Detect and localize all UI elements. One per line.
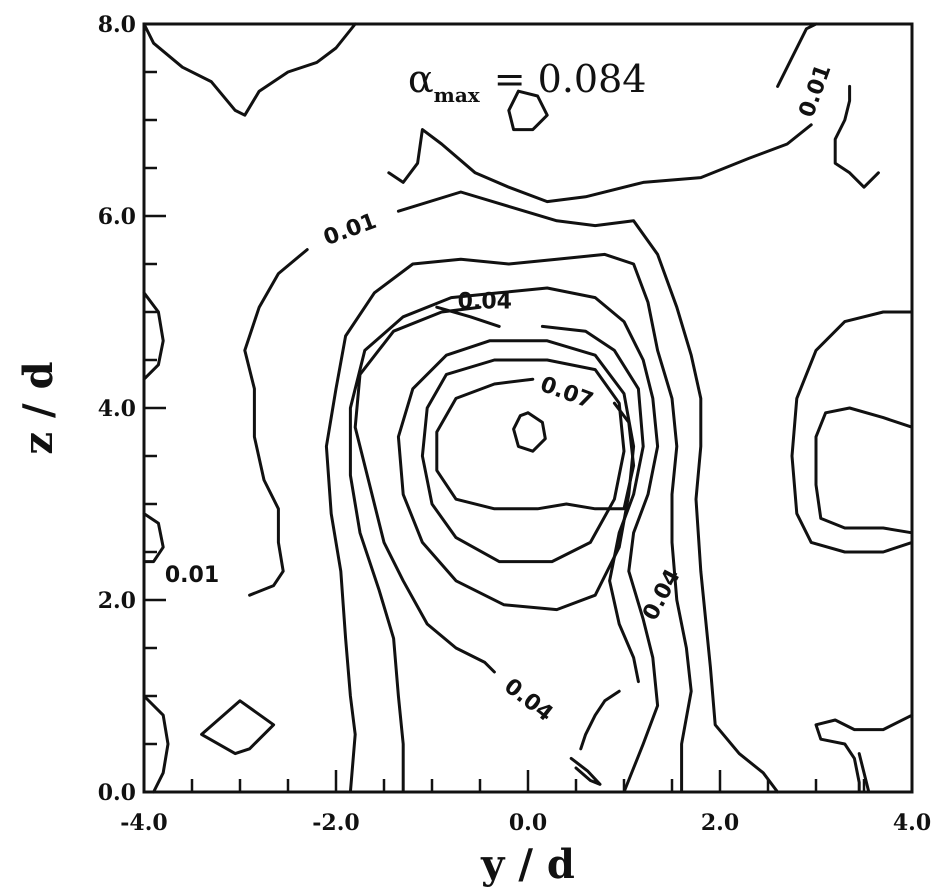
plot-frame: [142, 22, 914, 794]
contour-line-0_01-23: [814, 406, 914, 535]
tick-labels: -4.0 -2.0 0.0 2.0 4.0 0.0 2.0 4.0 6.0 8.0: [98, 12, 931, 836]
x-tick-label: 2.0: [701, 810, 739, 836]
x-tick-label: 4.0: [893, 810, 931, 836]
contour-line-0_06-14: [420, 358, 626, 564]
y-tick-label: 6.0: [98, 204, 136, 230]
contour-line-0_05-13: [396, 339, 636, 612]
y-tick-label: 2.0: [98, 588, 136, 614]
contour-label: 0.04: [499, 674, 557, 727]
contour-line-0_01-2: [387, 123, 813, 204]
x-tick-label: -2.0: [312, 810, 359, 836]
contour-line-0_01-1: [776, 22, 818, 88]
contour-label: 0.01: [795, 61, 837, 121]
contour-line-0_01-3: [833, 84, 880, 189]
contour-line-0_01-17: [507, 89, 549, 132]
contour-line-0_02-6: [324, 252, 693, 794]
contour-line-0_04-10: [353, 305, 496, 674]
contour-line-0_04-11: [579, 689, 621, 751]
y-tick-label: 8.0: [98, 12, 136, 38]
contour-label: 0.01: [165, 563, 219, 588]
contour-line-0_01-5: [396, 190, 780, 794]
contour-line-0_01-18: [142, 291, 165, 381]
alpha-value: = 0.084: [494, 57, 647, 101]
contour-label: 0.07: [537, 372, 597, 414]
contour-line-0_01-25: [857, 752, 871, 794]
x-tick-label: 0.0: [509, 810, 547, 836]
contour-line-0_01-21: [200, 699, 276, 756]
contour-label: 0.04: [458, 289, 512, 314]
contour-line-0_04-9: [540, 324, 645, 684]
contour-line-0_01-0: [142, 22, 357, 117]
y-axis-title: z / d: [15, 361, 62, 454]
y-tick-label: 4.0: [98, 396, 136, 422]
contour-line-0_01-20: [142, 694, 170, 794]
x-axis-title: y / d: [480, 841, 575, 888]
y-tick-label: 0.0: [98, 780, 136, 806]
contour-line-0_01-22: [790, 310, 914, 554]
contour-line-0_01-4: [243, 248, 309, 597]
contour-line-0_03-7: [348, 286, 660, 794]
contour-labels: 0.010.010.010.040.070.040.04: [165, 61, 837, 727]
svg-text:αmax= 0.084: αmax = 0.084: [408, 57, 646, 107]
x-tick-label: -4.0: [120, 810, 167, 836]
contour-line-0_04-12: [569, 756, 602, 786]
alpha-subscript: max: [434, 83, 481, 107]
contour-line-0_01-19: [142, 512, 165, 564]
contour-line-0_07-15: [435, 377, 636, 511]
alpha-symbol: α: [408, 57, 434, 101]
contour-line-0_08-16: [512, 411, 547, 453]
contour-line-0_01-24: [814, 713, 914, 794]
contour-label: 0.01: [320, 209, 380, 251]
contour-lines: [142, 22, 914, 794]
alpha-max-annotation: αmax = 0.084: [408, 57, 646, 107]
